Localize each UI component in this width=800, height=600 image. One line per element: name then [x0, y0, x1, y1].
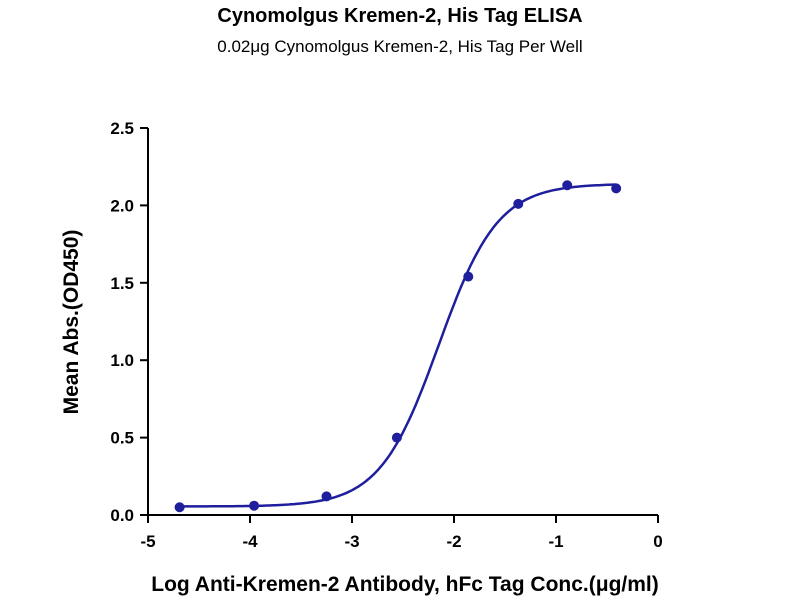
y-tick-label: 1.0	[110, 351, 134, 370]
x-tick-label: -4	[242, 532, 258, 551]
y-tick-label: 2.0	[110, 196, 134, 215]
y-axis-label: Mean Abs.(OD450)	[60, 230, 83, 415]
data-point	[611, 183, 622, 194]
x-tick-label: -3	[344, 532, 359, 551]
x-tick-label: 0	[653, 532, 662, 551]
y-tick-label: 1.5	[110, 274, 134, 293]
data-point	[249, 500, 260, 511]
x-axis-label: Log Anti-Kremen-2 Antibody, hFc Tag Conc…	[151, 573, 659, 596]
data-point	[463, 271, 474, 282]
fit-curve	[179, 183, 617, 508]
chart-title: Cynomolgus Kremen-2, His Tag ELISA	[217, 5, 582, 27]
data-point	[174, 502, 185, 513]
x-tick-label: -1	[548, 532, 563, 551]
data-point	[391, 432, 402, 443]
y-tick-label: 2.5	[110, 119, 134, 138]
y-tick-label: 0.0	[110, 506, 134, 525]
x-tick-label: -5	[140, 532, 155, 551]
y-tick-label: 0.5	[110, 429, 134, 448]
chart-subtitle: 0.02μg Cynomolgus Kremen-2, His Tag Per …	[217, 37, 582, 56]
data-point	[562, 180, 573, 191]
data-point	[513, 198, 524, 209]
data-point	[321, 491, 332, 502]
x-tick-label: -2	[446, 532, 461, 551]
